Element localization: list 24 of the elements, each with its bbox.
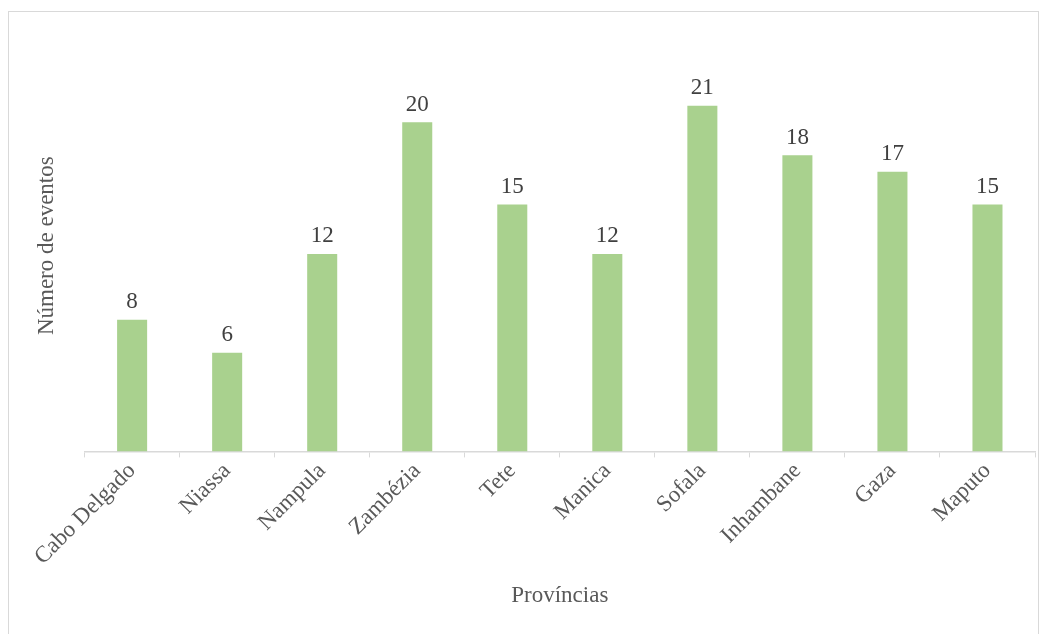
data-label: 6 bbox=[221, 321, 233, 347]
data-label: 12 bbox=[595, 222, 619, 248]
data-label: 20 bbox=[405, 90, 429, 116]
bar bbox=[972, 204, 1003, 452]
data-label: 8 bbox=[126, 288, 138, 314]
x-tick-label: Gaza bbox=[849, 457, 901, 509]
x-tick-label: Tete bbox=[474, 457, 521, 503]
data-label: 12 bbox=[310, 222, 334, 248]
bar bbox=[782, 155, 813, 452]
bar bbox=[497, 204, 528, 452]
data-label: 15 bbox=[975, 173, 999, 199]
x-axis-title: Províncias bbox=[511, 582, 609, 608]
bar bbox=[402, 122, 433, 452]
bar bbox=[877, 171, 908, 452]
bar bbox=[212, 352, 243, 452]
data-label: 17 bbox=[880, 140, 904, 166]
bar bbox=[307, 253, 338, 452]
data-label: 18 bbox=[785, 123, 809, 149]
data-label: 21 bbox=[690, 74, 714, 100]
data-label: 15 bbox=[500, 173, 524, 199]
y-axis-title: Número de eventos bbox=[32, 156, 58, 336]
bar bbox=[117, 319, 148, 452]
bar bbox=[592, 253, 623, 452]
bar bbox=[687, 105, 718, 452]
